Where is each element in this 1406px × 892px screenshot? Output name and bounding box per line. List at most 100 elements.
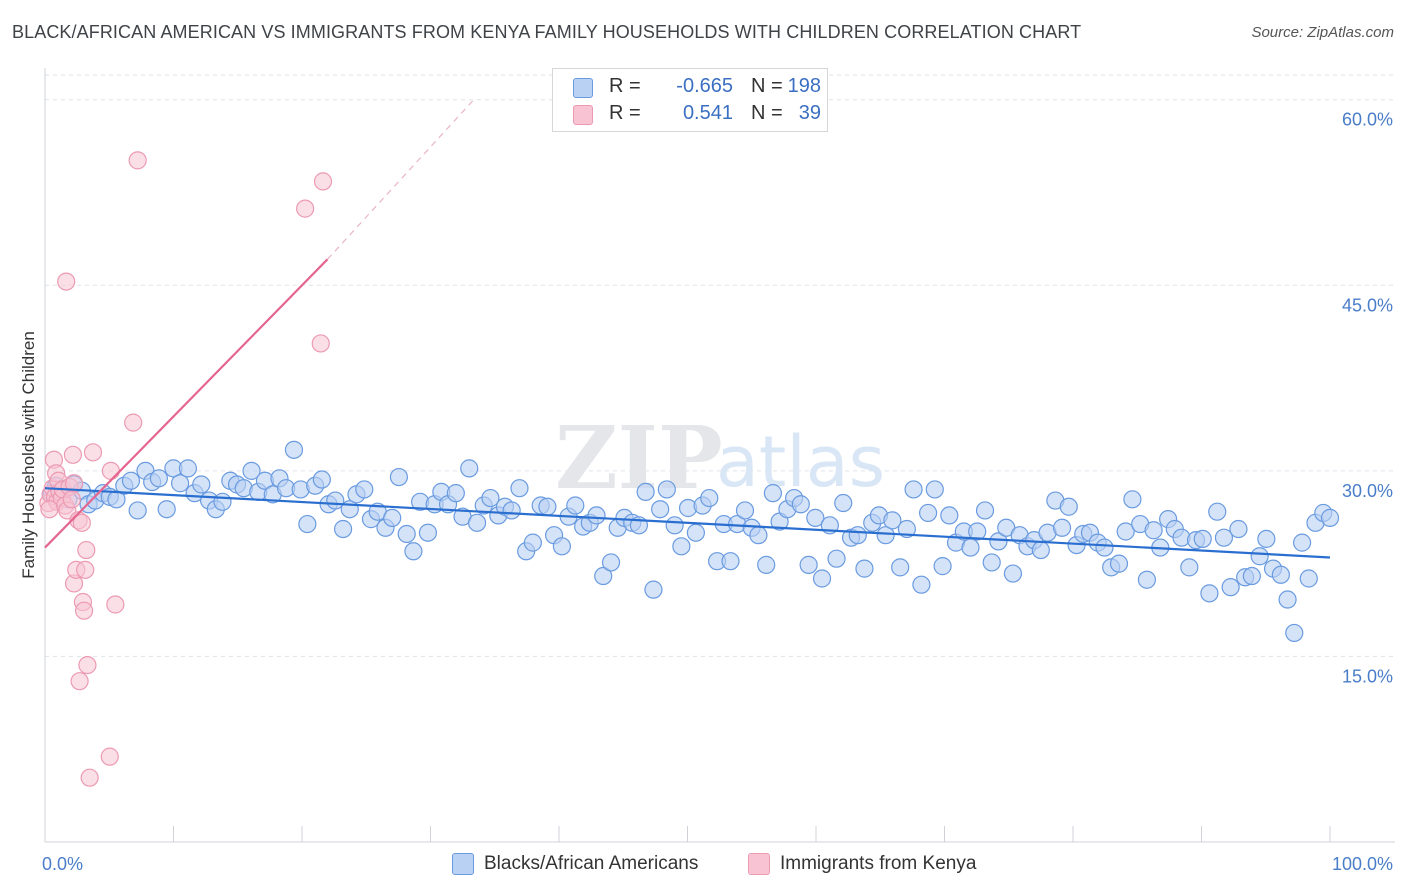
chart-title: BLACK/AFRICAN AMERICAN VS IMMIGRANTS FRO… xyxy=(12,22,1082,42)
x-tick-label-max: 100.0% xyxy=(1332,854,1393,874)
data-point xyxy=(686,523,705,542)
data-point xyxy=(961,538,980,557)
data-point xyxy=(672,537,691,556)
data-point xyxy=(296,199,315,218)
data-point xyxy=(284,440,304,459)
data-point xyxy=(700,488,719,508)
data-point xyxy=(311,334,330,353)
data-point xyxy=(1052,518,1072,537)
data-point xyxy=(1109,554,1129,573)
data-point xyxy=(80,768,99,787)
data-point xyxy=(101,461,120,480)
legend-n-label: N = xyxy=(751,102,783,124)
data-point xyxy=(538,497,557,516)
data-point xyxy=(1137,570,1157,589)
data-point xyxy=(735,501,755,520)
data-point xyxy=(523,533,542,552)
data-point xyxy=(799,555,818,574)
data-point xyxy=(1257,529,1276,549)
data-point xyxy=(74,601,94,620)
data-point xyxy=(665,516,684,535)
data-point xyxy=(298,514,317,534)
data-point xyxy=(594,566,613,586)
data-point xyxy=(157,500,176,519)
data-point xyxy=(62,490,81,509)
data-point xyxy=(1116,522,1135,541)
data-point xyxy=(989,532,1008,551)
data-point xyxy=(383,508,402,527)
data-point xyxy=(1250,547,1269,566)
legend-n-value: 198 xyxy=(787,75,821,97)
legend-n-label: N = xyxy=(751,75,783,97)
data-point xyxy=(64,474,84,493)
data-point xyxy=(1180,558,1199,577)
data-point xyxy=(78,655,97,675)
legend-swatch-pink xyxy=(573,105,593,125)
data-point xyxy=(552,537,572,556)
y-tick-label: 45.0% xyxy=(1342,295,1393,315)
data-point xyxy=(1193,529,1212,549)
correlation-legend: R = -0.665 N = 198 R = 0.541 N = 39 xyxy=(552,68,828,132)
data-point xyxy=(213,492,232,511)
data-point xyxy=(397,524,416,544)
data-point xyxy=(891,558,910,577)
data-point xyxy=(502,501,521,520)
data-point xyxy=(1320,508,1340,527)
data-point xyxy=(1278,590,1297,609)
data-point xyxy=(1059,497,1078,516)
data-point xyxy=(925,480,944,499)
data-point xyxy=(192,475,211,494)
data-point xyxy=(121,471,141,490)
data-point xyxy=(982,553,1001,572)
bottom-legend-swatch-blue xyxy=(452,853,474,875)
data-point xyxy=(1200,584,1219,603)
axes xyxy=(44,68,1395,843)
data-point xyxy=(1123,490,1142,509)
data-point xyxy=(106,595,125,614)
legend-n-value: 39 xyxy=(798,102,821,124)
series-kenya-points xyxy=(39,151,333,787)
data-point xyxy=(721,552,740,571)
data-point xyxy=(940,506,959,525)
data-point xyxy=(806,508,825,527)
data-point xyxy=(124,413,143,432)
data-point xyxy=(1144,521,1163,540)
trend-line-kenya-extension xyxy=(327,100,474,260)
data-point xyxy=(883,511,902,530)
data-point xyxy=(446,484,465,503)
data-point xyxy=(1214,528,1234,547)
data-point xyxy=(128,151,147,170)
data-point xyxy=(1271,565,1290,584)
y-tick-label: 60.0% xyxy=(1342,110,1393,130)
data-point xyxy=(100,747,119,766)
data-point xyxy=(855,559,874,578)
legend-r-label: R = xyxy=(609,75,641,97)
watermark: ZIP atlas xyxy=(555,408,885,509)
data-point xyxy=(389,467,409,487)
data-point xyxy=(1208,502,1227,521)
data-point xyxy=(975,501,995,520)
data-point xyxy=(763,484,783,503)
data-point xyxy=(72,513,91,532)
bottom-legend-label: Immigrants from Kenya xyxy=(780,853,977,874)
data-point xyxy=(149,469,168,488)
data-point xyxy=(40,500,59,519)
legend-swatch-blue xyxy=(573,78,593,98)
data-point xyxy=(644,580,663,599)
data-point xyxy=(70,672,89,691)
data-point xyxy=(757,555,776,574)
data-point xyxy=(418,523,438,542)
data-point xyxy=(876,526,895,545)
data-point xyxy=(812,569,832,588)
data-point xyxy=(107,490,126,509)
data-point xyxy=(1299,569,1318,588)
data-point xyxy=(170,474,190,493)
legend-r-value: 0.541 xyxy=(682,102,733,124)
data-point xyxy=(651,500,670,519)
data-point xyxy=(481,488,500,508)
bottom-legend-swatch-pink xyxy=(748,853,770,875)
y-tick-labels: 15.0% 30.0% 45.0% 60.0% xyxy=(1342,110,1393,687)
data-point xyxy=(827,549,846,568)
data-point xyxy=(1031,540,1050,560)
